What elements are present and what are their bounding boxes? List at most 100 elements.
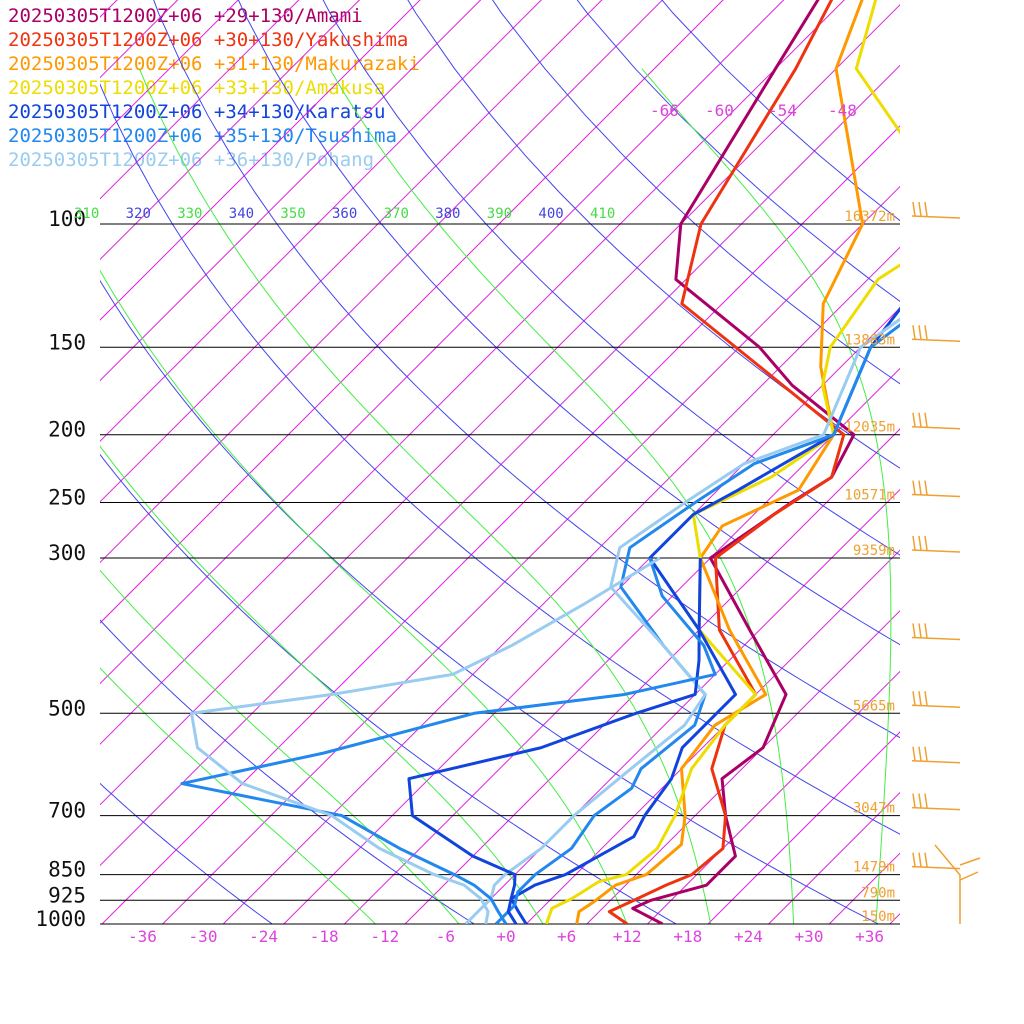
wind-barb bbox=[911, 201, 961, 219]
theta-label: 370 bbox=[384, 206, 409, 222]
temperature-tick-label: +18 bbox=[673, 927, 702, 946]
pressure-label: 700 bbox=[48, 799, 86, 823]
height-label: 1479m bbox=[853, 860, 895, 876]
theta-label: 340 bbox=[229, 206, 254, 222]
dry-adiabat-line bbox=[153, 0, 900, 739]
theta-label: 310 bbox=[74, 206, 99, 222]
upper-isotherm-label: -66 bbox=[650, 101, 679, 120]
theta-label: 410 bbox=[590, 206, 615, 222]
isotherm-line bbox=[100, 4, 900, 806]
pressure-label: 150 bbox=[48, 330, 86, 354]
isotherm-line bbox=[283, 307, 900, 924]
upper-isotherm-label: -48 bbox=[828, 101, 857, 120]
isotherm-line bbox=[100, 0, 664, 564]
wind-barb bbox=[911, 623, 961, 641]
temperature-tick-label: +0 bbox=[496, 927, 515, 946]
height-label: 9359m bbox=[853, 543, 895, 559]
wind-barb bbox=[911, 852, 961, 870]
wind-barb bbox=[911, 535, 961, 553]
isotherm-line bbox=[101, 125, 900, 924]
dry-adiabat-line bbox=[100, 83, 900, 835]
isotherm-line bbox=[586, 610, 900, 924]
series-line bbox=[631, 0, 856, 924]
theta-label: 320 bbox=[126, 206, 151, 222]
moist-adiabat-line bbox=[956, 69, 1024, 939]
isotherm-line bbox=[100, 0, 542, 442]
temperature-tick-label: +24 bbox=[734, 927, 763, 946]
legend-entry-makurazaki: 20250305T1200Z+06 +31+130/Makurazaki bbox=[8, 53, 420, 75]
series-line bbox=[575, 0, 865, 924]
upper-isotherm-label: -60 bbox=[705, 101, 734, 120]
isotherm-line bbox=[100, 0, 179, 79]
isotherm-line bbox=[889, 913, 900, 924]
isotherm-line bbox=[100, 0, 482, 382]
dry-adiabat-lines bbox=[100, 0, 900, 924]
legend-entry-tsushima: 20250305T1200Z+06 +35+130/Tsushima bbox=[8, 125, 397, 147]
temperature-tick-label: +36 bbox=[855, 927, 884, 946]
axis-labels: 100 16372m 150 13883m 200 12035m 250 10571m 300 9… bbox=[35, 101, 895, 946]
theta-label: 360 bbox=[332, 206, 357, 222]
series-line bbox=[494, 323, 900, 924]
height-label: 12035m bbox=[844, 420, 895, 436]
moist-adiabat-line bbox=[329, 68, 795, 924]
wind-barb bbox=[911, 793, 961, 811]
isotherm-line bbox=[100, 0, 724, 624]
series-line bbox=[607, 0, 846, 924]
moist-adiabat-line bbox=[100, 269, 628, 924]
wind-barbs bbox=[911, 201, 981, 924]
isotherm-line bbox=[100, 0, 603, 503]
pressure-label: 100 bbox=[48, 207, 86, 231]
isotherm-line bbox=[100, 0, 361, 261]
temperature-tick-label: -18 bbox=[310, 927, 339, 946]
temperature-tick-label: -6 bbox=[436, 927, 455, 946]
temperature-tick-label: +12 bbox=[613, 927, 642, 946]
pressure-label: 500 bbox=[48, 696, 86, 720]
height-label: 150m bbox=[861, 909, 895, 925]
legend-entry-amakusa: 20250305T1200Z+06 +33+130/Amakusa bbox=[8, 77, 386, 99]
series-line bbox=[190, 556, 661, 924]
temperature-tick-label: -24 bbox=[249, 927, 278, 946]
isotherm-lines bbox=[100, 0, 1024, 939]
dry-adiabat-line bbox=[100, 279, 880, 924]
theta-label: 350 bbox=[280, 206, 305, 222]
isotherm-line bbox=[100, 0, 785, 685]
height-label: 5665m bbox=[853, 698, 895, 714]
temperature-tick-label: +30 bbox=[795, 927, 824, 946]
wind-barb bbox=[934, 844, 981, 924]
temperature-tick-label: -30 bbox=[189, 927, 218, 946]
pressure-label: 200 bbox=[48, 418, 86, 442]
isotherm-line bbox=[404, 428, 900, 924]
moist-adiabat-line bbox=[641, 68, 892, 924]
theta-label: 380 bbox=[435, 206, 460, 222]
height-label: 13883m bbox=[844, 332, 895, 348]
isotherm-line bbox=[222, 246, 900, 924]
dry-adiabat-line bbox=[237, 0, 900, 646]
isotherm-line bbox=[996, 0, 1024, 939]
wind-barb bbox=[911, 480, 961, 498]
legend-entry-karatsu: 20250305T1200Z+06 +34+130/Karatsu bbox=[8, 101, 386, 123]
moist-adiabat-line bbox=[100, 569, 460, 924]
legend-entry-amami: 20250305T1200Z+06 +29+130/Amami bbox=[8, 5, 363, 27]
wind-barb bbox=[911, 691, 961, 709]
height-label: 10571m bbox=[844, 488, 895, 504]
pressure-label: 300 bbox=[48, 541, 86, 565]
isotherm-line bbox=[936, 0, 1024, 939]
sounding-series bbox=[180, 0, 900, 924]
pressure-label: 1000 bbox=[35, 907, 86, 931]
isotherm-line bbox=[767, 791, 900, 924]
dry-adiabat-line bbox=[661, 0, 900, 222]
temperature-tick-label: -36 bbox=[128, 927, 157, 946]
series-line bbox=[464, 317, 900, 924]
legend-entry-yakushima: 20250305T1200Z+06 +30+130/Yakushima bbox=[8, 29, 409, 51]
dry-adiabat-line bbox=[100, 782, 274, 924]
series-line bbox=[509, 306, 900, 924]
pressure-label: 850 bbox=[48, 858, 86, 882]
isotherm-line bbox=[161, 185, 900, 924]
height-label: 3047m bbox=[853, 801, 895, 817]
moist-adiabat-line bbox=[138, 68, 712, 924]
isotherm-line bbox=[100, 0, 118, 18]
height-label: 790m bbox=[861, 885, 895, 901]
theta-label: 400 bbox=[538, 206, 563, 222]
dry-adiabat-line bbox=[322, 0, 900, 556]
